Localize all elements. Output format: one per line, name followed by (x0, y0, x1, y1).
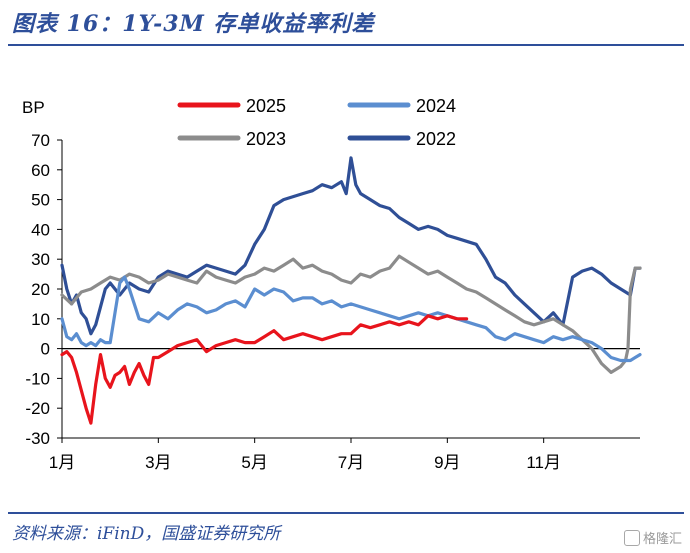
series-line-2025 (60, 314, 469, 425)
watermark-text: 格隆汇 (642, 532, 682, 547)
x-tick-label: 9月 (434, 453, 460, 472)
legend-label-2023: 2023 (246, 129, 286, 149)
y-tick-label: 40 (31, 220, 50, 239)
footer-divider (8, 512, 684, 514)
series-line-2022 (60, 156, 642, 336)
source-note: 资料来源：iFinD，国盛证券研究所 (12, 524, 281, 544)
y-tick-label: -20 (25, 399, 50, 418)
y-tick-label: 30 (31, 250, 50, 269)
y-tick-label: 0 (41, 340, 50, 359)
x-tick-label: 1月 (49, 453, 75, 472)
x-tick-label: 5月 (241, 453, 267, 472)
y-tick-label: 50 (31, 191, 50, 210)
x-tick-label: 3月 (145, 453, 171, 472)
y-tick-label: -10 (25, 369, 50, 388)
legend-label-2022: 2022 (416, 129, 456, 149)
y-tick-label: 20 (31, 280, 50, 299)
chart-title: 图表 16：1Y-3M 存单收益率利差 (12, 11, 375, 37)
chart-axes: BP 70 60 50 40 30 20 10 0 -10 -20 -30 1月 3月 5月 7月 9月 11月 (22, 98, 640, 472)
title-divider (8, 44, 684, 46)
legend-label-2025: 2025 (246, 96, 286, 116)
watermark: 格隆汇 (623, 528, 682, 547)
chart-lines (60, 156, 642, 425)
legend-label-2024: 2024 (416, 96, 456, 116)
y-tick-label: 10 (31, 310, 50, 329)
series-line-2024 (60, 275, 642, 363)
y-tick-label: 70 (31, 131, 50, 150)
x-tick-label: 11月 (526, 453, 561, 472)
series-line-2023 (60, 254, 642, 374)
y-tick-label: -30 (25, 429, 50, 448)
watermark-logo-icon (623, 529, 640, 546)
y-axis-label: BP (22, 98, 45, 117)
x-tick-label: 7月 (338, 453, 364, 472)
chart-legend: 2025 2024 2023 2022 (177, 96, 456, 149)
y-tick-label: 60 (31, 161, 50, 180)
